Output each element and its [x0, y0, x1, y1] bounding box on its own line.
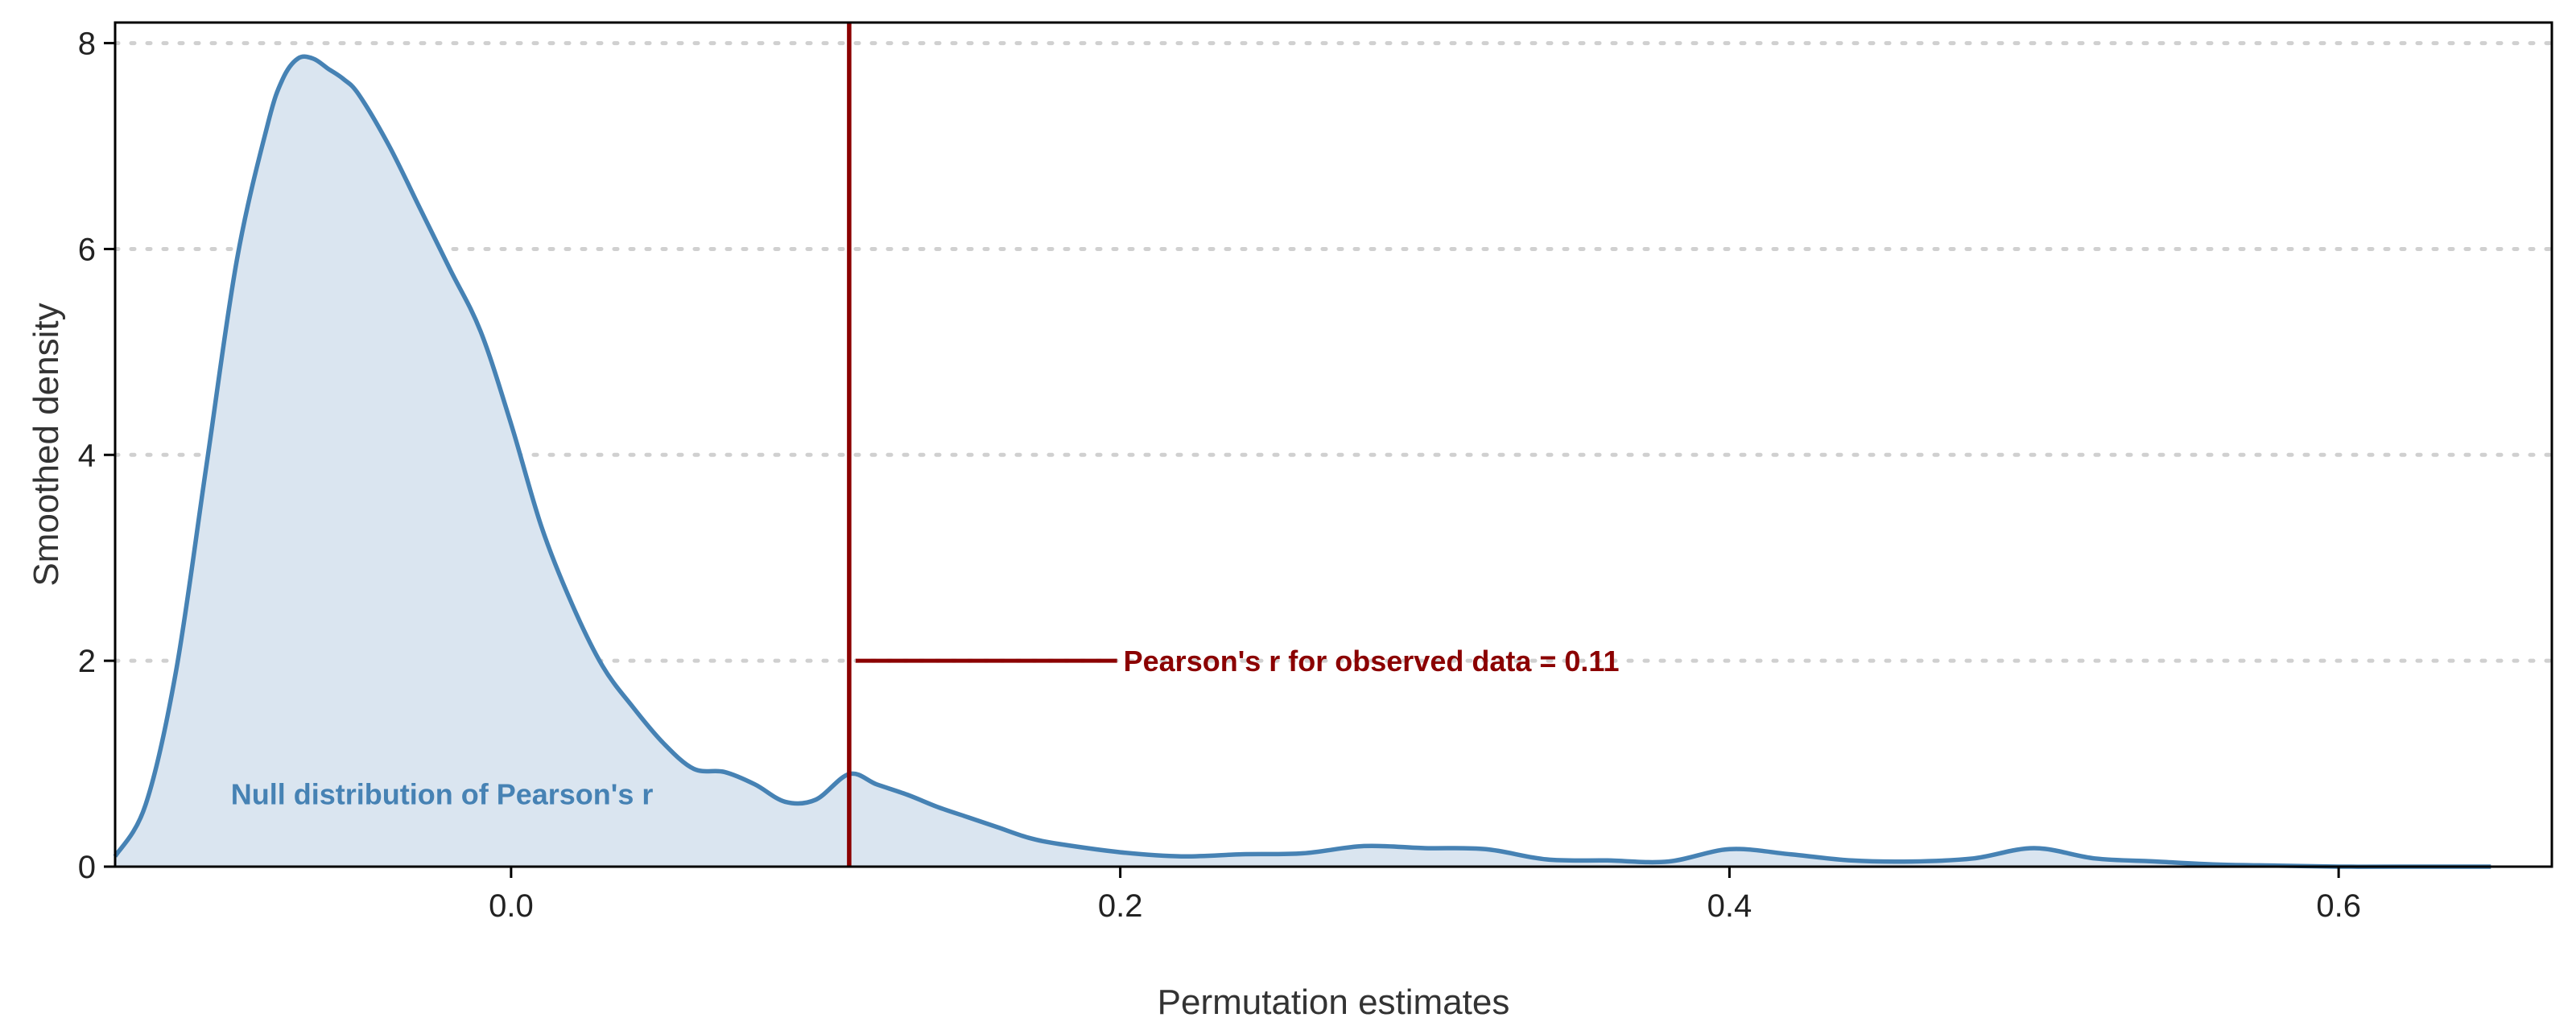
y-tick-label: 4: [78, 438, 96, 473]
y-tick-label: 6: [78, 232, 96, 267]
null-distribution-label: Null distribution of Pearson's r: [231, 777, 654, 810]
density-curve: [113, 54, 2491, 869]
x-tick-label: 0.2: [1098, 888, 1143, 924]
y-tick-label: 2: [78, 644, 96, 679]
x-axis: 0.0 0.2 0.4 0.6: [489, 867, 2361, 924]
y-axis-title: Smoothed density: [27, 303, 66, 586]
observed-annotation: Pearson's r for observed data = 0.11: [1124, 645, 1620, 678]
x-tick-label: 0.6: [2316, 888, 2361, 924]
y-tick-label: 8: [78, 27, 96, 62]
plot-border: [114, 21, 2553, 868]
y-axis: 0 2 4 6 8: [78, 27, 115, 885]
x-axis-title: Permutation estimates: [1158, 983, 1510, 1022]
x-tick-label: 0.4: [1707, 888, 1752, 924]
y-tick-label: 0: [78, 850, 96, 885]
x-tick-label: 0.0: [489, 888, 534, 924]
density-area: [115, 56, 2491, 867]
